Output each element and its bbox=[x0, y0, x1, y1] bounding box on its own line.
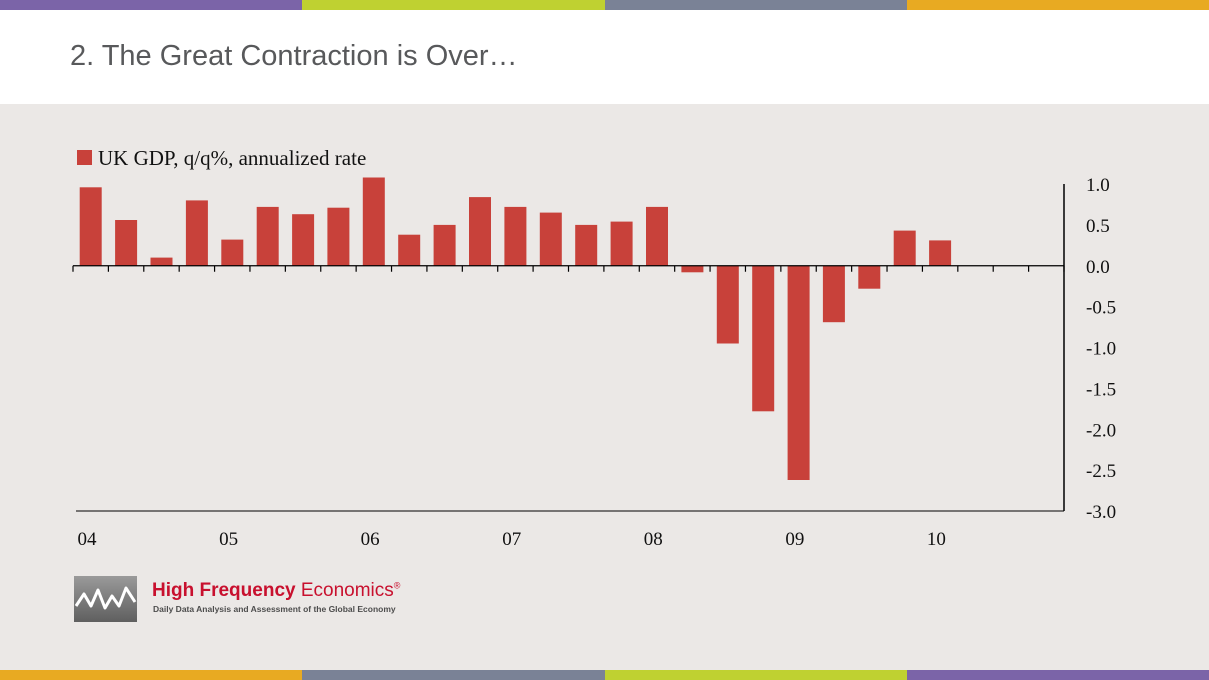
logo-name-light: Economics bbox=[300, 580, 394, 601]
bar-2005Q1 bbox=[221, 239, 244, 266]
y-tick-label: -3.0 bbox=[1086, 502, 1116, 523]
y-tick-label: 0.5 bbox=[1086, 216, 1110, 237]
y-tick-label: -2.0 bbox=[1086, 420, 1116, 441]
stripe-segment bbox=[604, 0, 907, 10]
x-tick-label: 09 bbox=[785, 529, 804, 550]
bar-2009Q2 bbox=[822, 265, 845, 323]
bar-2009Q3 bbox=[858, 265, 881, 289]
registered-mark: ® bbox=[393, 580, 401, 591]
bar-2009Q4 bbox=[893, 230, 916, 266]
bar-2007Q2 bbox=[539, 212, 562, 266]
x-tick-label: 07 bbox=[502, 529, 521, 550]
slide-title: 2. The Great Contraction is Over… bbox=[70, 40, 518, 72]
bar-2004Q1 bbox=[79, 187, 102, 266]
stripe-segment bbox=[906, 0, 1209, 10]
bar-2007Q4 bbox=[610, 221, 633, 266]
bar-2004Q3 bbox=[150, 257, 173, 266]
bar-2009Q1 bbox=[787, 265, 810, 480]
bar-2008Q1 bbox=[646, 206, 668, 266]
stripe-segment bbox=[0, 670, 303, 680]
stripe-segment bbox=[0, 0, 303, 10]
bar-2005Q3 bbox=[292, 214, 315, 266]
logo-name-bold: High Frequency bbox=[152, 580, 296, 601]
x-tick-label: 10 bbox=[927, 529, 946, 550]
bar-2006Q3 bbox=[433, 224, 456, 266]
logo-name: High Frequency Economics® bbox=[152, 580, 400, 602]
x-tick-label: 04 bbox=[78, 529, 98, 550]
bar-2005Q4 bbox=[327, 207, 350, 266]
gdp-bar-chart: UK GDP, q/q%, annualized rate 1.0 0.5 0.0 -… bbox=[72, 146, 1116, 550]
bar-2007Q3 bbox=[575, 224, 598, 266]
y-tick-label: 1.0 bbox=[1086, 175, 1110, 196]
logo-emblem bbox=[74, 576, 137, 622]
x-tick-label: 05 bbox=[219, 529, 238, 550]
stripe-segment bbox=[302, 0, 605, 10]
y-tick-label: 0.0 bbox=[1086, 257, 1110, 278]
bar-2004Q4 bbox=[185, 200, 208, 266]
bar-2008Q4 bbox=[752, 265, 775, 412]
bar-2007Q1 bbox=[504, 206, 527, 266]
bar-2008Q3 bbox=[716, 265, 739, 344]
x-tick-label: 08 bbox=[644, 529, 663, 550]
bar-2004Q2 bbox=[115, 220, 138, 266]
chart-panel bbox=[0, 104, 1209, 670]
company-logo: High Frequency Economics® Daily Data Ana… bbox=[74, 576, 494, 626]
legend-label: UK GDP, q/q%, annualized rate bbox=[98, 146, 366, 170]
y-tick-label: -2.5 bbox=[1086, 461, 1116, 482]
bar-2006Q4 bbox=[469, 197, 491, 266]
x-tick-label: 06 bbox=[361, 529, 380, 550]
y-tick-label: -1.5 bbox=[1086, 379, 1116, 400]
axes-group: 1.0 0.5 0.0 -0.5 -1.0 -1.5 -2.0 -2.5 -3.0 04 05 06 0… bbox=[72, 175, 1116, 550]
stripe-segment bbox=[604, 670, 907, 680]
waveform-icon bbox=[74, 586, 137, 610]
y-tick-label: -1.0 bbox=[1086, 339, 1116, 360]
stripe-segment bbox=[906, 670, 1209, 680]
bar-2010Q1 bbox=[929, 240, 952, 266]
stripe-segment bbox=[302, 670, 605, 680]
bottom-color-stripe bbox=[0, 670, 1209, 680]
bar-2006Q2 bbox=[398, 234, 421, 266]
bar-2005Q2 bbox=[256, 206, 279, 266]
chart-legend: UK GDP, q/q%, annualized rate bbox=[77, 146, 366, 170]
bars-group bbox=[79, 177, 952, 480]
legend-swatch bbox=[77, 150, 92, 165]
top-color-stripe bbox=[0, 0, 1209, 10]
y-tick-label: -0.5 bbox=[1086, 298, 1116, 319]
bar-2008Q2 bbox=[681, 265, 704, 273]
bar-2006Q1 bbox=[362, 177, 385, 266]
logo-tagline: Daily Data Analysis and Assessment of th… bbox=[153, 604, 396, 614]
